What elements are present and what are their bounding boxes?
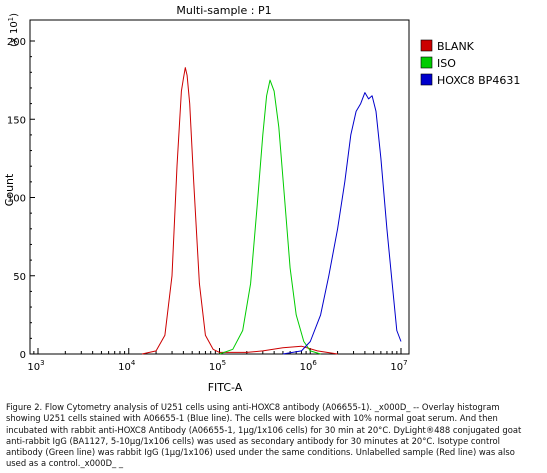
x-axis-label: FITC-A: [208, 381, 243, 394]
x-tick-label: 104: [118, 359, 136, 373]
y-axis-ticks: 0 50 100 150 200: [7, 37, 35, 361]
legend-label: HOXC8 BP4631: [437, 74, 520, 87]
legend: BLANK ISO HOXC8 BP4631: [420, 39, 520, 87]
y-tick-label: 200: [7, 37, 26, 48]
y-multiplier: (x 101): [7, 13, 20, 47]
y-tick-label: 100: [7, 194, 26, 205]
legend-swatch: [420, 39, 433, 52]
figure-caption: Figure 2. Flow Cytometry analysis of U25…: [6, 402, 522, 469]
y-tick-label: 150: [7, 115, 26, 126]
plot-frame: [29, 19, 410, 355]
legend-swatch: [420, 73, 433, 86]
svg-text:(x 101): (x 101): [7, 13, 20, 47]
series-line-hoxc8-bp4631: [282, 92, 402, 355]
histogram-series: [141, 67, 402, 355]
x-tick-label: 103: [27, 359, 44, 373]
series-line-blank: [141, 67, 338, 355]
x-tick-label: 107: [390, 359, 407, 373]
y-tick-label: 0: [20, 350, 26, 361]
y-tick-label: 50: [13, 272, 26, 283]
chart-title: Multi-sample : P1: [176, 4, 271, 17]
x-tick-label: 105: [209, 359, 226, 373]
legend-label: BLANK: [437, 40, 475, 53]
x-tick-label: 106: [300, 359, 318, 373]
legend-swatch: [420, 56, 433, 69]
series-line-iso: [219, 79, 321, 355]
y-axis-label: Count: [3, 173, 16, 206]
legend-label: ISO: [437, 57, 456, 70]
